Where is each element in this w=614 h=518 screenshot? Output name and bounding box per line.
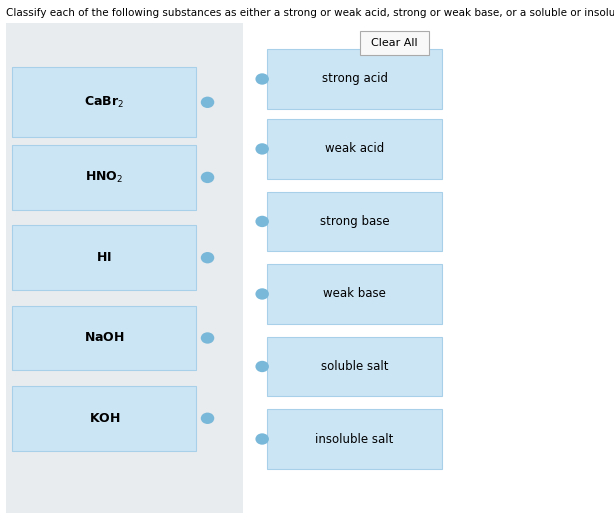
FancyBboxPatch shape [12, 386, 196, 451]
FancyBboxPatch shape [12, 67, 196, 137]
Circle shape [201, 172, 214, 183]
Circle shape [255, 433, 269, 444]
Circle shape [255, 143, 269, 154]
Text: $\mathbf{NaOH}$: $\mathbf{NaOH}$ [84, 332, 125, 344]
Circle shape [201, 412, 214, 424]
Circle shape [201, 96, 214, 108]
FancyBboxPatch shape [360, 31, 429, 55]
Text: $\mathbf{CaBr}_{2}$: $\mathbf{CaBr}_{2}$ [84, 95, 125, 110]
FancyBboxPatch shape [6, 23, 243, 513]
FancyBboxPatch shape [267, 337, 442, 396]
FancyBboxPatch shape [267, 49, 442, 109]
Circle shape [201, 252, 214, 264]
Text: $\mathbf{HI}$: $\mathbf{HI}$ [96, 251, 112, 264]
FancyBboxPatch shape [12, 306, 196, 370]
Text: insoluble salt: insoluble salt [316, 433, 394, 445]
Text: $\mathbf{KOH}$: $\mathbf{KOH}$ [88, 412, 120, 425]
Text: Classify each of the following substances as either a strong or weak acid, stron: Classify each of the following substance… [6, 8, 614, 18]
FancyBboxPatch shape [267, 264, 442, 324]
FancyBboxPatch shape [12, 145, 196, 210]
Text: Clear All: Clear All [371, 38, 418, 48]
Text: soluble salt: soluble salt [321, 360, 388, 373]
FancyBboxPatch shape [267, 119, 442, 179]
Circle shape [201, 333, 214, 344]
Circle shape [255, 361, 269, 372]
Circle shape [255, 288, 269, 299]
Text: weak base: weak base [323, 287, 386, 300]
Text: $\mathbf{HNO}_{2}$: $\mathbf{HNO}_{2}$ [85, 170, 123, 185]
FancyBboxPatch shape [267, 409, 442, 469]
FancyBboxPatch shape [12, 225, 196, 290]
FancyBboxPatch shape [267, 192, 442, 251]
Text: strong acid: strong acid [322, 73, 387, 85]
Circle shape [255, 215, 269, 227]
Text: weak acid: weak acid [325, 142, 384, 155]
Circle shape [255, 74, 269, 84]
Text: strong base: strong base [320, 215, 389, 228]
